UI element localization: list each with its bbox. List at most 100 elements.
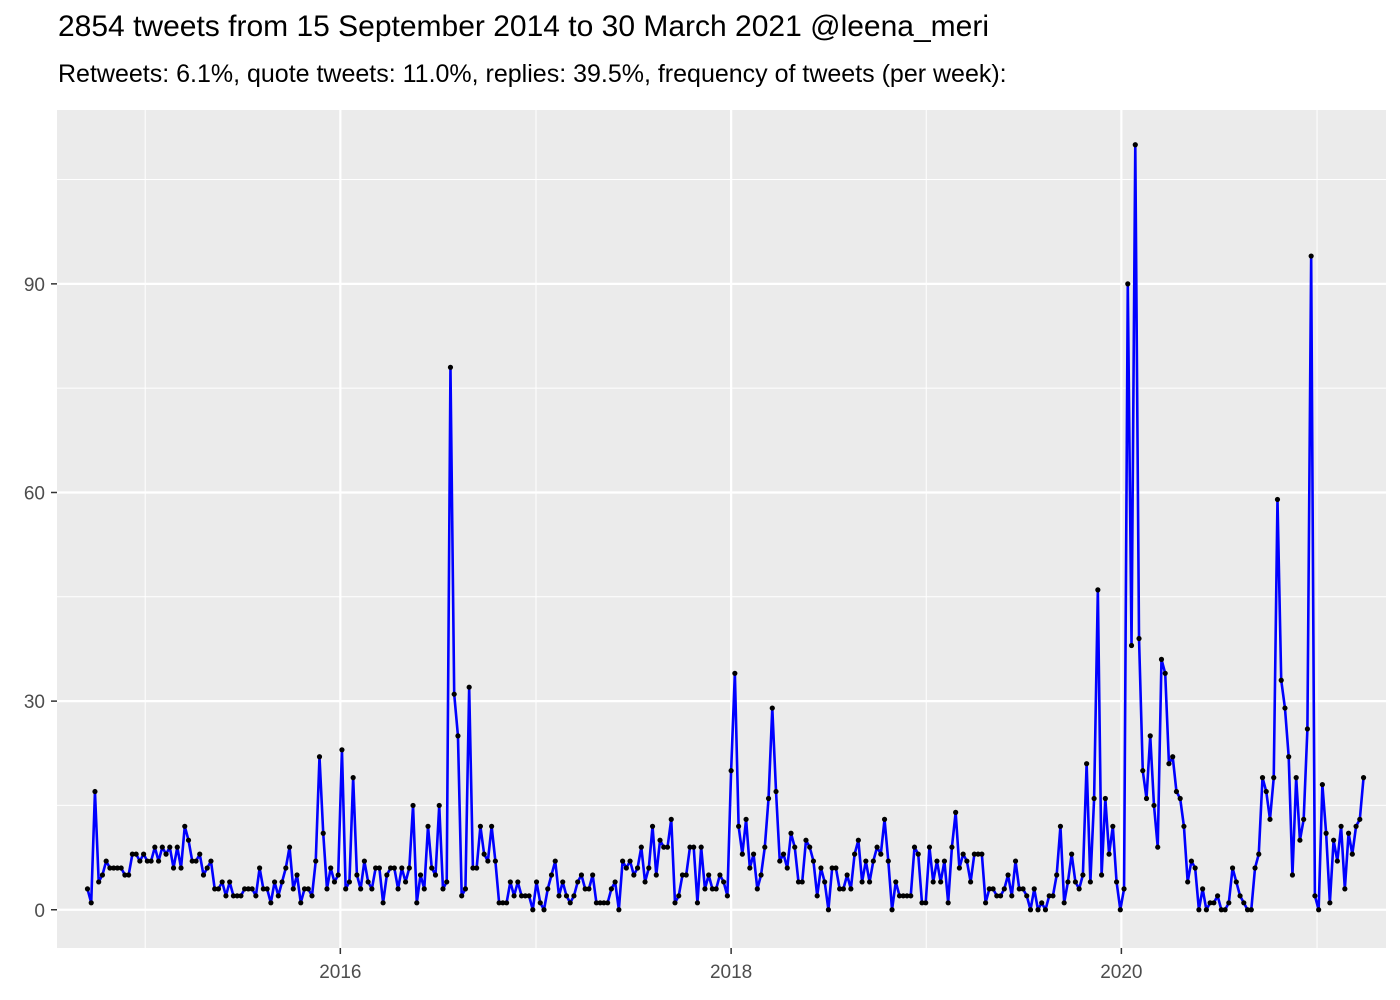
data-point [219, 879, 225, 885]
data-point [1297, 837, 1303, 843]
data-point [649, 823, 656, 829]
data-point [1143, 795, 1150, 802]
data-point [1256, 851, 1262, 857]
data-point [1009, 893, 1015, 899]
data-point [290, 886, 296, 892]
x-tick-label: 2018 [710, 962, 752, 983]
data-point [301, 886, 308, 892]
data-point [1039, 900, 1045, 906]
y-tick-label: 90 [24, 275, 45, 296]
data-point [930, 879, 936, 885]
data-point [526, 893, 532, 899]
y-tick-label: 30 [24, 692, 45, 713]
data-point [197, 851, 203, 857]
data-point [1181, 823, 1187, 829]
data-point [129, 851, 135, 857]
data-point [489, 823, 495, 829]
data-point [979, 851, 985, 857]
data-point [911, 844, 918, 850]
data-point [1252, 865, 1258, 871]
data-point [1177, 795, 1183, 802]
data-point [339, 747, 345, 753]
data-point [223, 893, 229, 899]
data-point [750, 851, 757, 857]
data-point [881, 816, 888, 822]
data-point [391, 865, 397, 871]
data-point [578, 872, 585, 878]
data-point [485, 858, 491, 864]
data-point [1342, 886, 1348, 892]
data-point [425, 823, 431, 829]
data-point [848, 886, 854, 892]
data-point [893, 879, 899, 885]
data-point [324, 886, 330, 892]
data-point [492, 858, 498, 864]
data-point [414, 900, 420, 906]
data-point [908, 893, 914, 899]
data-point [1128, 642, 1135, 649]
axis-tick-marks [51, 283, 1123, 954]
data-point [421, 886, 427, 892]
data-point [328, 865, 334, 871]
data-point [1200, 886, 1206, 892]
data-point [447, 364, 454, 370]
data-point [496, 900, 502, 906]
data-point [88, 900, 94, 906]
data-point [960, 851, 966, 857]
data-point [1035, 907, 1041, 913]
data-point [968, 879, 974, 885]
data-point [863, 858, 869, 864]
data-point [1001, 886, 1007, 892]
data-point [889, 907, 895, 913]
data-point [642, 879, 648, 885]
data-point [795, 879, 802, 885]
data-point [238, 893, 244, 899]
data-point [1248, 907, 1254, 913]
data-point [627, 858, 633, 864]
data-point [103, 858, 109, 864]
data-point [709, 886, 716, 892]
data-point [107, 865, 113, 871]
data-point [773, 788, 779, 795]
data-point [500, 900, 506, 906]
data-point [298, 900, 304, 906]
data-point [305, 886, 311, 892]
data-point [855, 837, 861, 843]
data-point [896, 893, 903, 899]
data-point [406, 865, 412, 871]
data-point [1229, 865, 1236, 871]
data-point [354, 872, 360, 878]
data-point [601, 900, 607, 906]
data-point [111, 865, 117, 871]
data-point [698, 844, 704, 850]
data-point [870, 858, 876, 864]
data-point [1136, 635, 1142, 642]
data-point [350, 775, 356, 781]
data-point [96, 879, 102, 885]
data-point [638, 844, 644, 850]
data-point [126, 872, 132, 878]
data-point [410, 802, 416, 809]
data-point [174, 844, 180, 850]
data-point [1173, 788, 1180, 795]
data-point [844, 872, 850, 878]
data-point [1072, 879, 1078, 885]
data-point [822, 879, 828, 885]
data-point [193, 858, 199, 864]
data-point [215, 886, 222, 892]
data-point [938, 879, 944, 885]
data-point [556, 893, 562, 899]
data-point [724, 893, 730, 899]
data-point [597, 900, 603, 906]
data-point [1158, 656, 1165, 662]
y-tick-label: 0 [34, 901, 45, 922]
data-point [1207, 900, 1213, 906]
data-point [1117, 907, 1123, 913]
data-point [320, 830, 326, 836]
data-point [571, 893, 577, 899]
data-point [1233, 879, 1239, 885]
data-point [1304, 726, 1311, 732]
series-line [86, 143, 1365, 912]
data-point [155, 858, 162, 864]
